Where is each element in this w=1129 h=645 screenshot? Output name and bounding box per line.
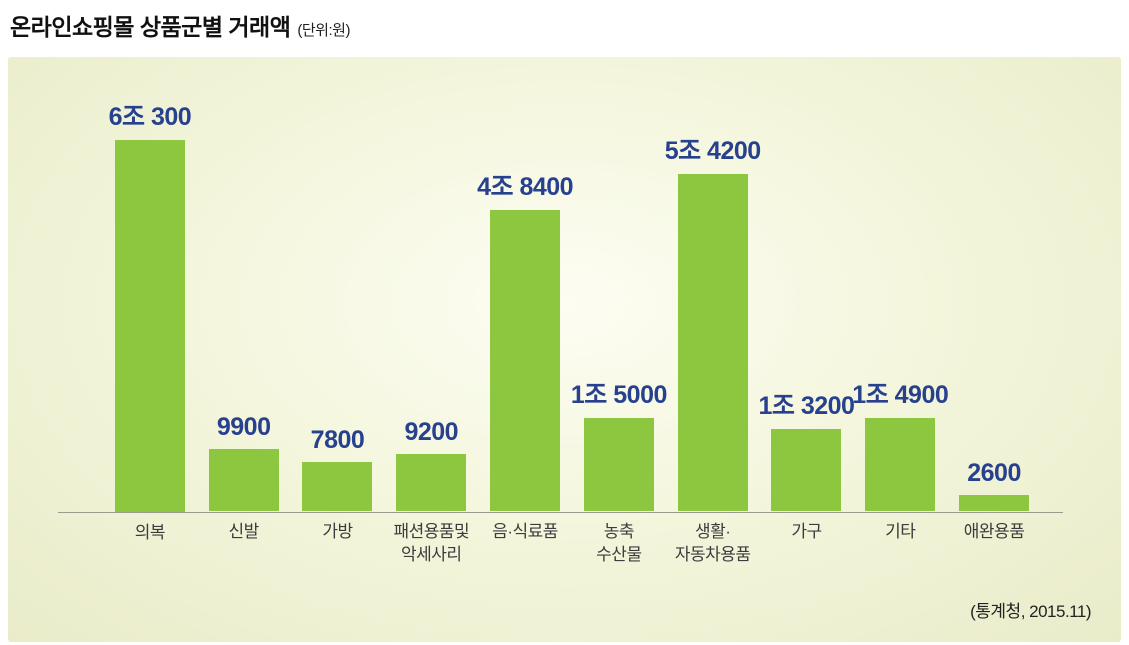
bar-value-label: 9200 [404, 418, 459, 446]
bar-value-label: 1조 5000 [570, 381, 667, 409]
category-label: 기타 [885, 522, 916, 541]
bar-value-label: 7800 [310, 426, 365, 454]
bar-column: 1조 4900 기타 [852, 97, 949, 632]
x-axis-line [58, 512, 1063, 513]
bar-value-label: 6조 300 [108, 103, 192, 131]
bar-column: 5조 4200 생활· 자동차용품 [664, 97, 761, 632]
category-label: 음·식료품 [492, 522, 558, 541]
bar [677, 174, 748, 511]
category-label: 패션용품및 악세사리 [393, 522, 470, 564]
bar-value-label: 1조 3200 [758, 392, 855, 420]
bar [865, 418, 936, 511]
bar-value-label: 9900 [216, 413, 271, 441]
category-label: 의복 [134, 522, 166, 542]
bar [396, 454, 467, 511]
page-title: 온라인쇼핑몰 상품군별 거래액 [10, 14, 291, 40]
bar-column: 7800 가방 [291, 97, 385, 632]
bar-column: 1조 3200 가구 [758, 97, 855, 632]
unit-label: (단위:원) [297, 22, 350, 39]
bar-column: 9200 패션용품및 악세사리 [384, 97, 478, 632]
bar-column: 1조 5000 농축 수산물 [570, 97, 667, 632]
category-label: 애완용품 [963, 522, 1025, 541]
bar-value-label: 2600 [967, 459, 1021, 487]
category-label: 가구 [791, 522, 822, 541]
bar [208, 449, 279, 511]
bar-column: 9900 신발 [197, 97, 291, 632]
bar [959, 495, 1030, 511]
bar [583, 418, 654, 511]
category-label: 신발 [228, 522, 260, 541]
category-label: 농축 수산물 [596, 522, 642, 564]
bar [771, 429, 842, 511]
bar-value-label: 1조 4900 [852, 381, 949, 409]
chart-header: 온라인쇼핑몰 상품군별 거래액 (단위:원) [10, 8, 350, 42]
bar [302, 462, 373, 511]
category-label: 가방 [322, 522, 353, 541]
bar-chart: 6조 300 의복 9900 신발 7800 가방 9200 패션용품및 악세사리 4조 840… [103, 97, 1041, 632]
bar-column: 6조 300 의복 [103, 97, 197, 632]
bar [490, 210, 561, 511]
bar [114, 140, 185, 512]
chart-panel: 6조 300 의복 9900 신발 7800 가방 9200 패션용품및 악세사리 4조 840… [8, 57, 1121, 642]
bar-value-label: 4조 8400 [477, 173, 574, 201]
bar-column: 2600 애완용품 [947, 97, 1041, 632]
bar-value-label: 5조 4200 [664, 137, 761, 165]
bar-column: 4조 8400 음·식료품 [477, 97, 574, 632]
source-label: (통계청, 2015.11) [970, 602, 1091, 621]
category-label: 생활· 자동차용품 [674, 522, 751, 564]
